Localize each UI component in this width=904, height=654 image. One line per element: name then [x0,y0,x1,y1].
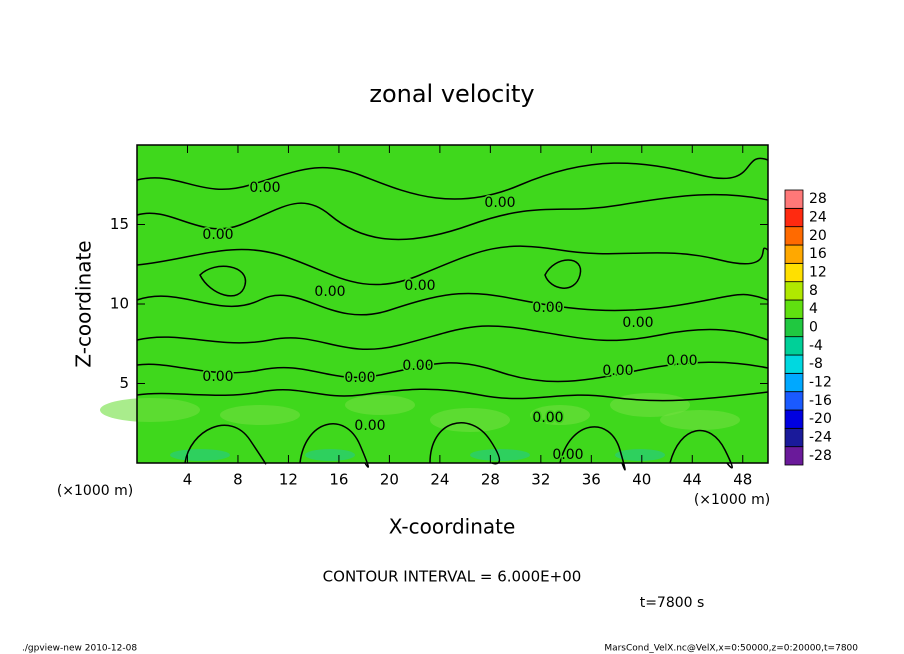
colorbar-swatch [784,281,804,301]
x-tick-label: 20 [380,471,399,489]
colorbar-tick-label: 28 [809,191,827,207]
x-unit: (×1000 m) [694,492,770,508]
x-axis-label: X-coordinate [389,515,516,539]
colorbar-swatch [784,189,804,209]
field-shade [615,449,665,461]
contour-line [136,325,769,350]
contour-label: 0.00 [666,353,697,369]
colorbar-tick-label: 20 [809,228,827,244]
colorbar-swatch [784,372,804,393]
time-label: t=7800 s [640,595,705,611]
field-shade [660,410,740,430]
contour-label: 0.00 [202,369,233,385]
footer-right: MarsCond_VelX.nc@VelX,x=0:50000,z=0:2000… [604,644,858,654]
x-tick-label: 44 [683,471,702,489]
x-tick-label: 32 [531,471,550,489]
contour-line [669,429,733,469]
field-shade [345,395,415,415]
field-shade [170,449,230,461]
colorbar-tick-label: -24 [809,430,832,446]
x-tick-label: 4 [183,471,193,489]
colorbar-swatch [784,207,804,228]
colorbar-tick-label: -4 [809,338,823,354]
x-tick-label: 36 [582,471,601,489]
contour-line [544,259,582,289]
x-tick-label: 48 [733,471,752,489]
contour-label: 0.00 [602,363,633,379]
colorbar-swatch [784,391,804,411]
colorbar-tick-label: 24 [809,210,827,226]
y-tick-label: 15 [110,215,129,233]
colorbar-swatch [784,409,804,429]
colorbar-swatch [784,354,804,374]
y-tick-label: 5 [119,374,129,392]
contour-line [136,193,769,241]
x-tick-label: 16 [329,471,348,489]
contour-label: 0.00 [404,278,435,294]
x-tick-label: 28 [481,471,500,489]
contour-label: 0.00 [344,370,375,386]
colorbar-tick-label: -12 [809,375,832,391]
contour-line [299,423,369,468]
y-tick-label: 10 [110,295,129,313]
colorbar-swatch [784,446,804,466]
field-shade [305,449,355,461]
colorbar-tick-label: 4 [809,301,818,317]
colorbar-tick-label: -8 [809,356,823,372]
colorbar-swatch [784,244,804,264]
field-shade [530,405,590,425]
contour-label: 0.00 [354,418,385,434]
x-tick-label: 24 [430,471,449,489]
colorbar-swatch [784,262,804,283]
colorbar-tick-label: -20 [809,411,832,427]
contour-label: 0.00 [249,180,280,196]
colorbar-tick-label: 12 [809,265,827,281]
contour-line [136,292,769,316]
contour-line [199,265,247,297]
field: 0.00 0.00 0.00 0.00 0.00 0.00 0.00 0.00 0.00 0.00… [100,145,769,471]
y-unit: (×1000 m) [57,483,133,499]
x-tick-label: 12 [279,471,298,489]
contour-line [559,426,626,471]
colorbar-tick-label: -16 [809,393,832,409]
contour-line [136,388,769,402]
contour-label: 0.00 [484,195,515,211]
contour-label: 0.00 [552,447,583,463]
colorbar-swatch [784,336,804,356]
colorbar-tick-label: 16 [809,246,827,262]
colorbar-tick-label: 8 [809,283,818,299]
colorbar-swatch [784,299,804,319]
colorbar-swatch [784,226,804,246]
field-shade [470,449,530,461]
contour-label: 0.00 [202,227,233,243]
colorbar-swatch [784,427,804,448]
contour-line [136,157,769,200]
contour-label: 0.00 [402,358,433,374]
field-shade [220,405,300,425]
chart-title: zonal velocity [369,80,534,108]
field-shade [100,398,200,422]
colorbar-tick-label: -28 [809,448,832,464]
contour-line [136,361,769,383]
contour-label: 0.00 [314,284,345,300]
contour-label: 0.00 [532,410,563,426]
colorbar-swatch [784,317,804,338]
y-axis-label: Z-coordinate [72,240,96,367]
contour-line [136,245,769,286]
footer-left: ./gpview-new 2010-12-08 [22,644,137,654]
x-tick-label: 8 [233,471,243,489]
colorbar-tick-label: 0 [809,320,818,336]
x-tick-label: 40 [632,471,651,489]
contour-label: 0.00 [532,300,563,316]
field-shade [430,408,510,432]
contour-interval: CONTOUR INTERVAL = 6.000E+00 [323,568,582,586]
contour-label: 0.00 [622,315,653,331]
